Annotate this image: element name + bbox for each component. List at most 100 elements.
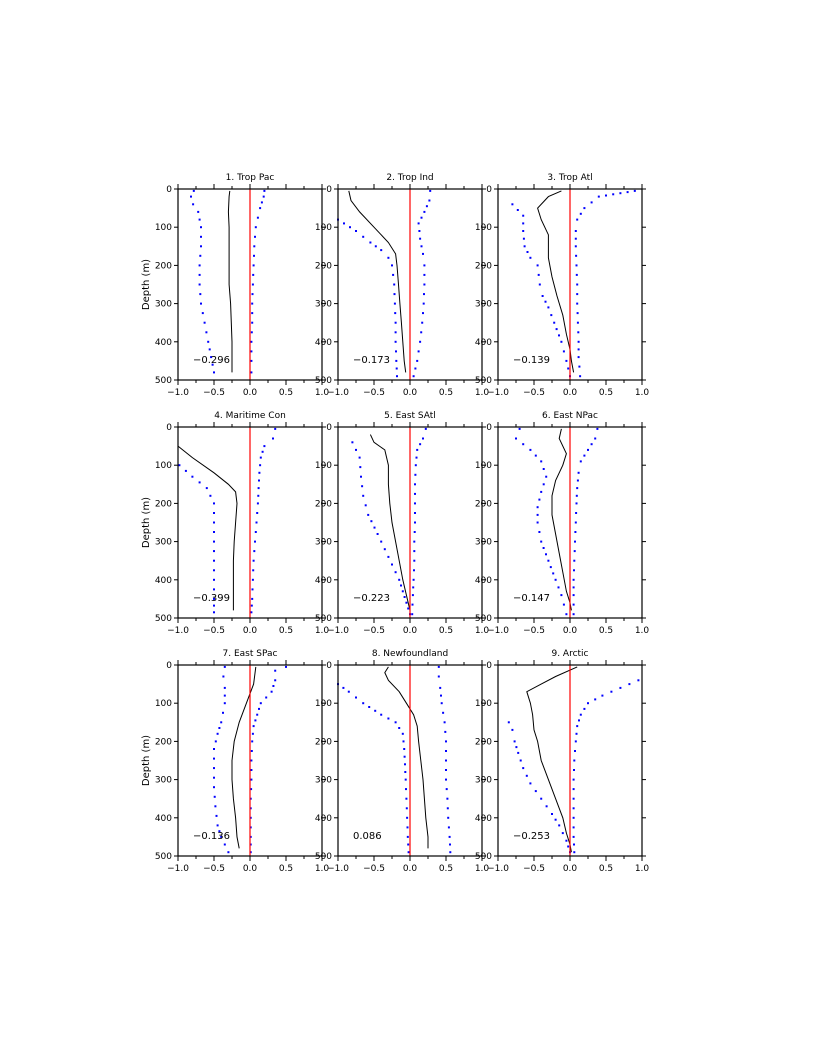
profile-dot xyxy=(343,222,345,225)
y-tick-label: 0 xyxy=(166,185,172,195)
profile-dot xyxy=(414,492,416,495)
profile-dot xyxy=(404,771,407,773)
profile-dot xyxy=(446,807,449,810)
x-tick-label: 1.0 xyxy=(635,388,650,398)
x-tick-label: 0.5 xyxy=(279,388,293,398)
profile-dot xyxy=(259,207,262,210)
profile-dot xyxy=(529,448,532,451)
profile-dot xyxy=(223,694,226,697)
profile-dot xyxy=(538,283,541,286)
profile-dot xyxy=(387,256,390,259)
profile-dot xyxy=(405,807,408,810)
profile-dot xyxy=(597,195,600,198)
y-tick-label: 500 xyxy=(315,614,332,624)
profile-dot xyxy=(412,375,415,378)
profile-dot xyxy=(256,713,259,716)
x-tick-label: 0.5 xyxy=(439,864,453,874)
profile-dot xyxy=(575,264,578,267)
dotted-series xyxy=(412,189,432,378)
profile-dot xyxy=(576,283,579,286)
y-tick-label: 400 xyxy=(475,814,492,824)
profile-dot xyxy=(404,763,406,766)
y-tick-label: 100 xyxy=(155,223,172,233)
profile-dot xyxy=(262,195,265,198)
x-tick-label: 0.0 xyxy=(403,388,418,398)
profile-dot xyxy=(576,321,579,324)
profile-dot xyxy=(218,830,221,833)
profile-dot xyxy=(442,711,445,714)
profile-dot xyxy=(198,283,201,286)
profile-dot xyxy=(447,816,450,819)
profile-dot xyxy=(216,732,219,735)
profile-dot xyxy=(552,572,555,575)
profile-dot xyxy=(200,302,202,305)
profile-dot xyxy=(572,835,575,838)
profile-dot xyxy=(360,475,362,478)
correlation-value: −0.139 xyxy=(513,355,550,366)
x-tick-label: −0.5 xyxy=(203,864,225,874)
profile-dot xyxy=(213,540,215,543)
profile-dot xyxy=(578,365,581,368)
profile-dot xyxy=(214,740,217,743)
panel-title: 7. East SPac xyxy=(223,649,278,659)
profile-dot xyxy=(423,293,425,296)
profile-dot xyxy=(213,786,215,789)
profile-dot xyxy=(198,273,201,276)
mean-profile-line xyxy=(231,666,257,849)
x-tick-label: 1.0 xyxy=(635,626,650,636)
profile-dot xyxy=(213,604,215,607)
x-tick-label: 1.0 xyxy=(315,864,330,874)
profile-dot xyxy=(192,189,195,192)
profile-dot xyxy=(355,230,357,232)
profile-dot xyxy=(423,264,426,267)
panel-3: −1.0 −0.5 0.0 0.5 1.0 0 100 200 300 400 500 3. Trop… xyxy=(475,173,650,398)
y-axis-label: Depth (m) xyxy=(141,259,152,310)
dotted-series xyxy=(572,679,640,854)
y-tick-label: 500 xyxy=(155,614,172,624)
y-tick-label: 500 xyxy=(475,614,492,624)
profile-dot xyxy=(178,464,181,467)
profile-dot xyxy=(250,340,253,343)
profile-dot xyxy=(254,235,256,238)
profile-dot xyxy=(610,690,613,693)
profile-dot xyxy=(393,293,396,296)
x-tick-label: −1.0 xyxy=(167,864,189,874)
dotted-series xyxy=(213,665,230,854)
profile-dot xyxy=(449,843,451,846)
profile-dot xyxy=(445,778,447,781)
mean-profile-line xyxy=(384,666,429,849)
profile-dot xyxy=(351,441,354,444)
profile-dot xyxy=(542,468,545,470)
profile-dot xyxy=(368,706,371,708)
dotted-series xyxy=(515,427,568,616)
profile-dot xyxy=(405,788,407,791)
y-tick-label: 500 xyxy=(475,376,492,386)
profile-dot xyxy=(370,520,373,523)
profile-dot xyxy=(227,851,230,854)
mean-profile-line xyxy=(369,434,411,611)
y-tick-label: 100 xyxy=(315,223,332,233)
profile-dot xyxy=(362,702,365,705)
dotted-series xyxy=(190,189,215,374)
y-tick-label: 0 xyxy=(326,423,332,433)
profile-dot xyxy=(199,254,202,257)
profile-dot xyxy=(537,273,540,276)
profile-dot xyxy=(573,759,576,762)
profile-dot xyxy=(261,450,264,453)
profile-dot xyxy=(576,312,579,315)
profile-dot xyxy=(406,816,409,819)
profile-dot xyxy=(263,189,266,192)
y-tick-label: 0 xyxy=(486,423,492,433)
profile-dot xyxy=(574,230,577,232)
profile-dot xyxy=(572,778,575,781)
profile-dot xyxy=(534,454,537,457)
profile-dot xyxy=(200,226,202,229)
profile-dot xyxy=(373,526,376,529)
profile-dot xyxy=(203,321,206,324)
profile-dot xyxy=(637,679,640,682)
x-tick-label: 0.0 xyxy=(403,864,418,874)
profile-dot xyxy=(263,445,266,448)
profile-dot xyxy=(562,350,565,353)
profile-dot xyxy=(252,559,255,562)
profile-dot xyxy=(572,586,575,589)
